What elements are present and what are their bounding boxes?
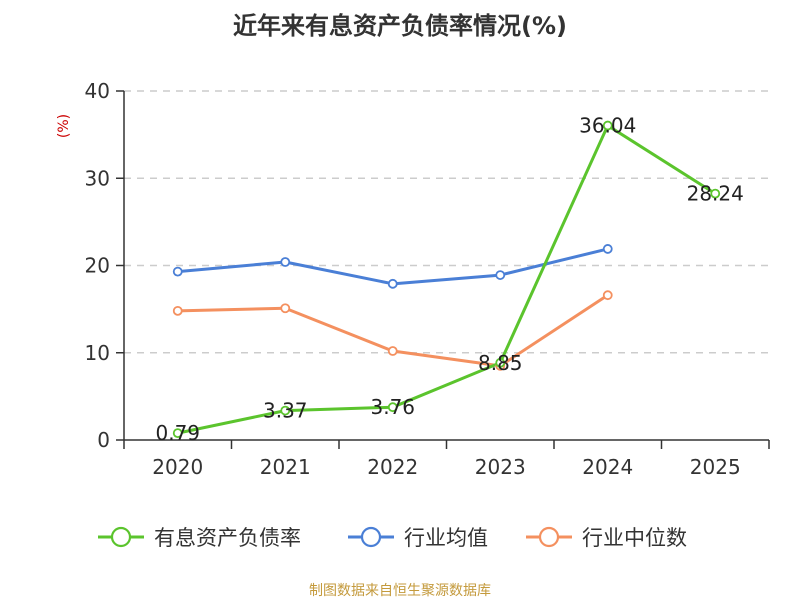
series-1-point-2022[interactable] [387,278,398,289]
legend-item-1[interactable]: 行业均值 [348,526,488,550]
y-tick-label-40: 40 [85,79,110,103]
source-note: 制图数据来自恒生聚源数据库 [309,583,491,599]
legend-swatch-marker [538,526,560,548]
y-tick-label-0: 0 [97,428,110,452]
y-tick-label-30: 30 [85,166,110,190]
legend-item-0[interactable]: 有息资产负债率 [98,526,301,550]
y-tick-label-10: 10 [85,341,110,365]
series-1-point-2023[interactable] [495,270,506,280]
series-1-point-2020[interactable] [172,266,183,277]
x-tick-label-2021: 2021 [260,455,311,479]
series-0-point-2023[interactable] [495,357,506,368]
grid-lines [124,90,769,354]
series-2-point-2022[interactable] [387,346,398,356]
legend-item-2[interactable]: 行业中位数 [526,526,687,550]
series-1-point-2021[interactable] [280,257,291,267]
series-1-point-2024[interactable] [602,244,613,254]
data-label-2022: 3.76 [370,395,415,419]
chart-title: 近年来有息资产负债率情况(%) [233,12,567,40]
y-axis-unit: (%) [56,114,72,138]
data-label-2023: 8.85 [478,351,523,375]
x-tick-label-2025: 2025 [690,455,741,479]
x-tick-label-2023: 2023 [475,455,526,479]
data-label-2025: 28.24 [687,182,744,206]
data-label-2021: 3.37 [263,399,308,423]
y-tick-label-20: 20 [85,254,110,278]
series-0-point-2021[interactable] [280,405,291,416]
data-labels: 0.79 3.37 3.76 8.85 36.04 28.24 [155,114,743,446]
series-2-point-2024[interactable] [602,290,613,301]
data-label-2024: 36.04 [579,114,636,138]
legend[interactable]: 有息资产负债率 行业均值 行业中位数 [98,526,687,550]
data-label-2020: 0.79 [155,421,200,445]
series-0-point-2020[interactable] [172,428,183,439]
series-0-point-2025[interactable] [710,188,721,199]
series-2-point-2020[interactable] [172,305,183,316]
legend-swatch-marker [360,526,382,548]
series-lines [172,120,721,439]
legend-label: 行业均值 [404,526,488,550]
x-tick-label-2022: 2022 [367,455,418,479]
legend-label: 有息资产负债率 [154,526,301,550]
series-line-0 [177,124,717,435]
legend-swatch-marker [110,526,132,548]
series-2-point-2021[interactable] [280,303,291,314]
x-tick-label-2020: 2020 [152,455,203,479]
axes: 0 10 20 30 40 2020 2021 2022 2023 2024 2025 [85,79,770,479]
legend-label: 行业中位数 [582,526,687,550]
series-0-point-2024[interactable] [602,120,613,131]
series-0-point-2022[interactable] [387,402,398,413]
x-tick-label-2024: 2024 [582,455,633,479]
